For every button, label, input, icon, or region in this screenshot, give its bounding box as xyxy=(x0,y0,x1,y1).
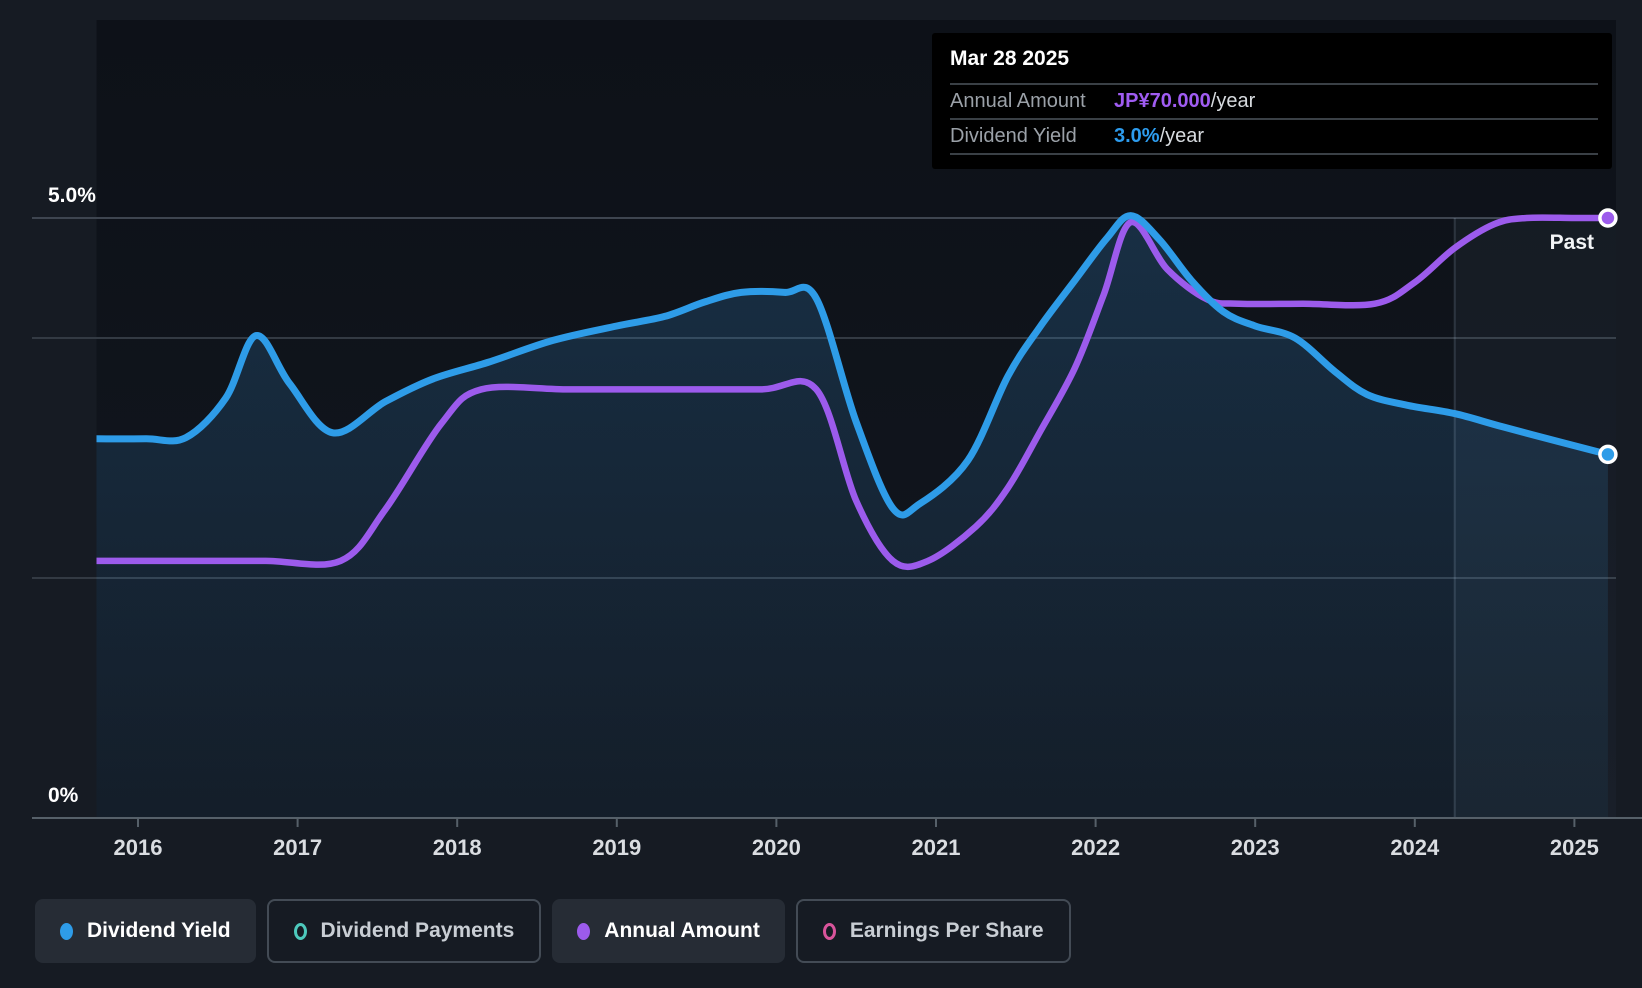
legend-label: Dividend Payments xyxy=(320,919,515,942)
legend-toggle-earnings-per-share[interactable]: Earnings Per Share xyxy=(795,899,1071,963)
tooltip-row-label: Annual Amount xyxy=(950,90,1086,112)
tooltip-divider xyxy=(950,118,1598,120)
dividend-payments-ring-icon xyxy=(293,922,307,940)
past-period-label: Past xyxy=(1549,231,1594,254)
annual-amount-endpoint-marker xyxy=(1598,208,1618,228)
dividend-yield-area xyxy=(96,215,1608,817)
legend-toggle-dividend-yield[interactable]: Dividend Yield xyxy=(35,899,256,963)
tooltip-row-suffix: /year xyxy=(1210,90,1256,112)
dividend-yield-dot-icon xyxy=(60,922,73,940)
tooltip-divider xyxy=(950,153,1598,155)
annual-amount-dot-icon xyxy=(577,922,591,940)
x-tick-label-2024: 2024 xyxy=(1390,835,1440,860)
chart-legend: Dividend Yield Dividend Payments Annual … xyxy=(35,899,1071,963)
tooltip-row-dividend-yield: Dividend Yield 3.0% /year xyxy=(932,120,1612,153)
y-axis-label-5.0%: 5.0% xyxy=(48,184,96,207)
x-tick-label-2019: 2019 xyxy=(592,835,641,860)
chart-tooltip: Mar 28 2025 Annual Amount JP¥70.000 /yea… xyxy=(932,33,1612,169)
annual-amount-line xyxy=(96,214,1608,571)
y-axis-label-0%: 0% xyxy=(48,784,79,807)
legend-toggle-dividend-payments[interactable]: Dividend Payments xyxy=(266,899,542,963)
x-tick-label-2025: 2025 xyxy=(1550,835,1599,860)
tooltip-row-value: JP¥70.000 xyxy=(1114,90,1211,112)
x-tick-label-2023: 2023 xyxy=(1231,835,1280,860)
dividend-yield-endpoint-marker xyxy=(1598,444,1618,465)
tooltip-row-value: 3.0% xyxy=(1114,125,1160,147)
x-tick-label-2016: 2016 xyxy=(114,835,163,860)
x-tick-label-2018: 2018 xyxy=(433,835,482,860)
tooltip-date: Mar 28 2025 xyxy=(950,47,1070,70)
x-tick-label-2021: 2021 xyxy=(912,835,961,860)
legend-label: Dividend Yield xyxy=(87,919,231,942)
x-tick-label-2022: 2022 xyxy=(1071,835,1120,860)
x-tick-label-2020: 2020 xyxy=(752,835,801,860)
tooltip-divider xyxy=(950,83,1598,85)
legend-label: Annual Amount xyxy=(604,919,760,942)
tooltip-row-annual-amount: Annual Amount JP¥70.000 /year xyxy=(932,85,1612,118)
legend-label: Earnings Per Share xyxy=(849,919,1044,942)
earnings-per-share-ring-icon xyxy=(822,922,836,940)
x-tick-label-2017: 2017 xyxy=(273,835,322,860)
dividend-yield-line xyxy=(96,212,1609,519)
tooltip-row-label: Dividend Yield xyxy=(950,125,1077,147)
recent-period-highlight-band xyxy=(1454,218,1616,818)
legend-toggle-annual-amount[interactable]: Annual Amount xyxy=(552,899,785,963)
tooltip-row-suffix: /year xyxy=(1159,125,1205,147)
